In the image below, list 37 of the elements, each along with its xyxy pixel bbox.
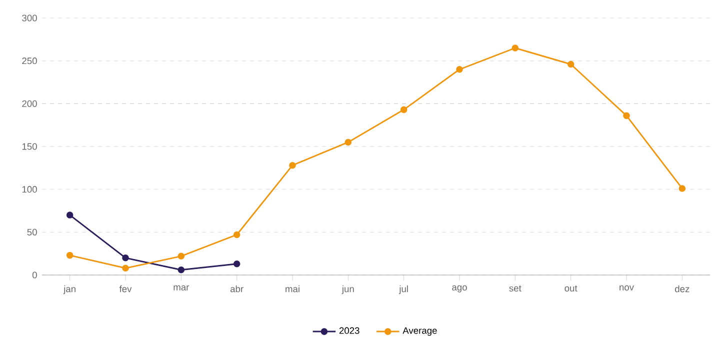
point bbox=[233, 231, 240, 238]
x-tick-label: mar bbox=[174, 285, 190, 291]
y-tick-label: 200 bbox=[22, 100, 37, 107]
x-tick-label: jul bbox=[398, 285, 408, 294]
point bbox=[623, 112, 630, 120]
x-tick-label: abr bbox=[230, 285, 244, 292]
y-tick-label: 50 bbox=[27, 228, 37, 236]
point bbox=[512, 44, 519, 52]
x-tick-label: dez bbox=[675, 285, 690, 292]
x-tick-label: jan bbox=[63, 285, 76, 294]
x-tick-label: fev bbox=[119, 285, 132, 292]
x-tick-label: mai bbox=[286, 285, 300, 292]
point bbox=[678, 185, 686, 192]
legend-label: 2023 bbox=[339, 327, 360, 334]
point bbox=[233, 260, 240, 268]
y-tick-label: 250 bbox=[22, 58, 37, 64]
x-tick-label: set bbox=[509, 285, 522, 292]
y-tick-label: 100 bbox=[22, 186, 37, 193]
x-tick-label: nov bbox=[620, 285, 634, 291]
point bbox=[122, 254, 129, 262]
point bbox=[344, 138, 352, 146]
x-tick-label: ago bbox=[452, 285, 467, 292]
point bbox=[456, 66, 463, 73]
point bbox=[178, 266, 185, 274]
x-tick-label: out bbox=[564, 285, 578, 292]
point bbox=[567, 60, 574, 68]
y-tick-label: 150 bbox=[22, 143, 37, 150]
point bbox=[400, 106, 408, 114]
y-tick-label: 0 bbox=[32, 272, 37, 278]
x-tick-label: jun bbox=[342, 285, 354, 294]
y-tick-label: 300 bbox=[22, 14, 37, 22]
point bbox=[178, 252, 185, 260]
legend-label: Average bbox=[402, 327, 437, 336]
point bbox=[122, 264, 129, 272]
point bbox=[289, 162, 296, 169]
point bbox=[66, 252, 74, 259]
point bbox=[66, 212, 74, 218]
